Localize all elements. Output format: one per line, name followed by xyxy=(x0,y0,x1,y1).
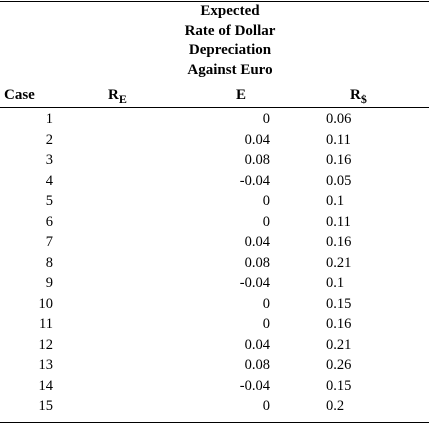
e-cell: 0.04 xyxy=(244,336,270,353)
case-cell: 4 xyxy=(45,172,53,189)
rs-cell: 0.1 xyxy=(326,193,345,209)
table-row: 1 0 0.06 xyxy=(0,109,429,130)
case-cell: 13 xyxy=(38,357,54,373)
e-cell: 0 xyxy=(262,295,270,312)
header-line: Expected xyxy=(200,3,260,19)
rs-cell: 0.05 xyxy=(326,172,352,189)
e-cell: 0 xyxy=(262,398,270,414)
e-cell: 0.08 xyxy=(244,254,270,271)
e-cell: -0.04 xyxy=(239,275,270,291)
case-cell: 11 xyxy=(39,316,53,332)
rs-cell: 0.11 xyxy=(326,131,351,148)
column-header-e: E xyxy=(235,87,246,103)
rs-cell: 0.06 xyxy=(326,111,352,127)
rs-cell: 0.21 xyxy=(326,336,352,353)
table-top-rule xyxy=(0,1,429,2)
case-cell: 15 xyxy=(38,398,54,414)
e-cell: -0.04 xyxy=(239,377,270,394)
table-row: 10 0 0.15 xyxy=(0,294,429,315)
table-row: 4 -0.04 0.05 xyxy=(0,171,429,192)
rs-cell: 0.26 xyxy=(326,357,352,373)
column-header-re: RE xyxy=(108,86,127,106)
table-row: 3 0.08 0.16 xyxy=(0,150,429,171)
case-cell: 5 xyxy=(45,193,53,209)
column-header-case: Case xyxy=(4,87,35,103)
case-cell: 6 xyxy=(45,213,53,230)
table-row: 9 -0.04 0.1 xyxy=(0,273,429,294)
header-line: Rate of Dollar xyxy=(184,22,276,39)
rs-cell: 0.16 xyxy=(326,234,352,250)
header-rule xyxy=(0,107,429,108)
table-row: 7 0.04 0.16 xyxy=(0,232,429,253)
e-cell: 0 xyxy=(262,213,270,230)
case-cell: 1 xyxy=(45,111,53,127)
table-row: 14 -0.04 0.15 xyxy=(0,376,429,397)
case-cell: 12 xyxy=(38,336,54,353)
rs-main: R xyxy=(350,87,361,103)
case-cell: 2 xyxy=(45,131,53,148)
header-line: Against Euro xyxy=(187,61,273,78)
case-cell: 7 xyxy=(45,234,53,250)
rs-cell: 0.1 xyxy=(326,275,345,291)
e-cell: 0.04 xyxy=(244,131,270,148)
e-cell: 0.08 xyxy=(244,357,270,373)
table-row: 8 0.08 0.21 xyxy=(0,253,429,274)
table-row: 2 0.04 0.11 xyxy=(0,130,429,151)
rs-cell: 0.16 xyxy=(326,152,352,168)
case-cell: 10 xyxy=(38,295,54,312)
case-cell: 9 xyxy=(45,275,53,291)
e-cell: 0 xyxy=(262,193,270,209)
table-row: 6 0 0.11 xyxy=(0,212,429,233)
column-header-rs: R$ xyxy=(350,86,367,106)
rs-cell: 0.16 xyxy=(326,316,352,332)
rs-cell: 0.15 xyxy=(326,377,352,394)
table-row: 11 0 0.16 xyxy=(0,314,429,335)
e-cell: 0.08 xyxy=(244,152,270,168)
table-row: 13 0.08 0.26 xyxy=(0,355,429,376)
e-cell: 0 xyxy=(262,316,270,332)
expected-depreciation-header: Expected Rate of Dollar Depreciation Aga… xyxy=(130,2,330,80)
e-cell: 0 xyxy=(262,111,270,127)
case-cell: 14 xyxy=(38,377,54,394)
rs-cell: 0.15 xyxy=(326,295,352,312)
rs-cell: 0.11 xyxy=(326,213,351,230)
rs-subscript: $ xyxy=(360,92,367,106)
table-row: 15 0 0.2 xyxy=(0,396,429,417)
header-line: Depreciation xyxy=(188,42,272,58)
table-row: 5 0 0.1 xyxy=(0,191,429,212)
table-row: 12 0.04 0.21 xyxy=(0,335,429,356)
rs-cell: 0.2 xyxy=(326,398,345,414)
e-cell: 0.04 xyxy=(244,234,270,250)
re-subscript: E xyxy=(118,92,127,106)
case-cell: 8 xyxy=(45,254,53,271)
e-cell: -0.04 xyxy=(239,172,270,189)
case-cell: 3 xyxy=(45,152,53,168)
rs-cell: 0.21 xyxy=(326,254,352,271)
re-main: R xyxy=(108,87,119,103)
